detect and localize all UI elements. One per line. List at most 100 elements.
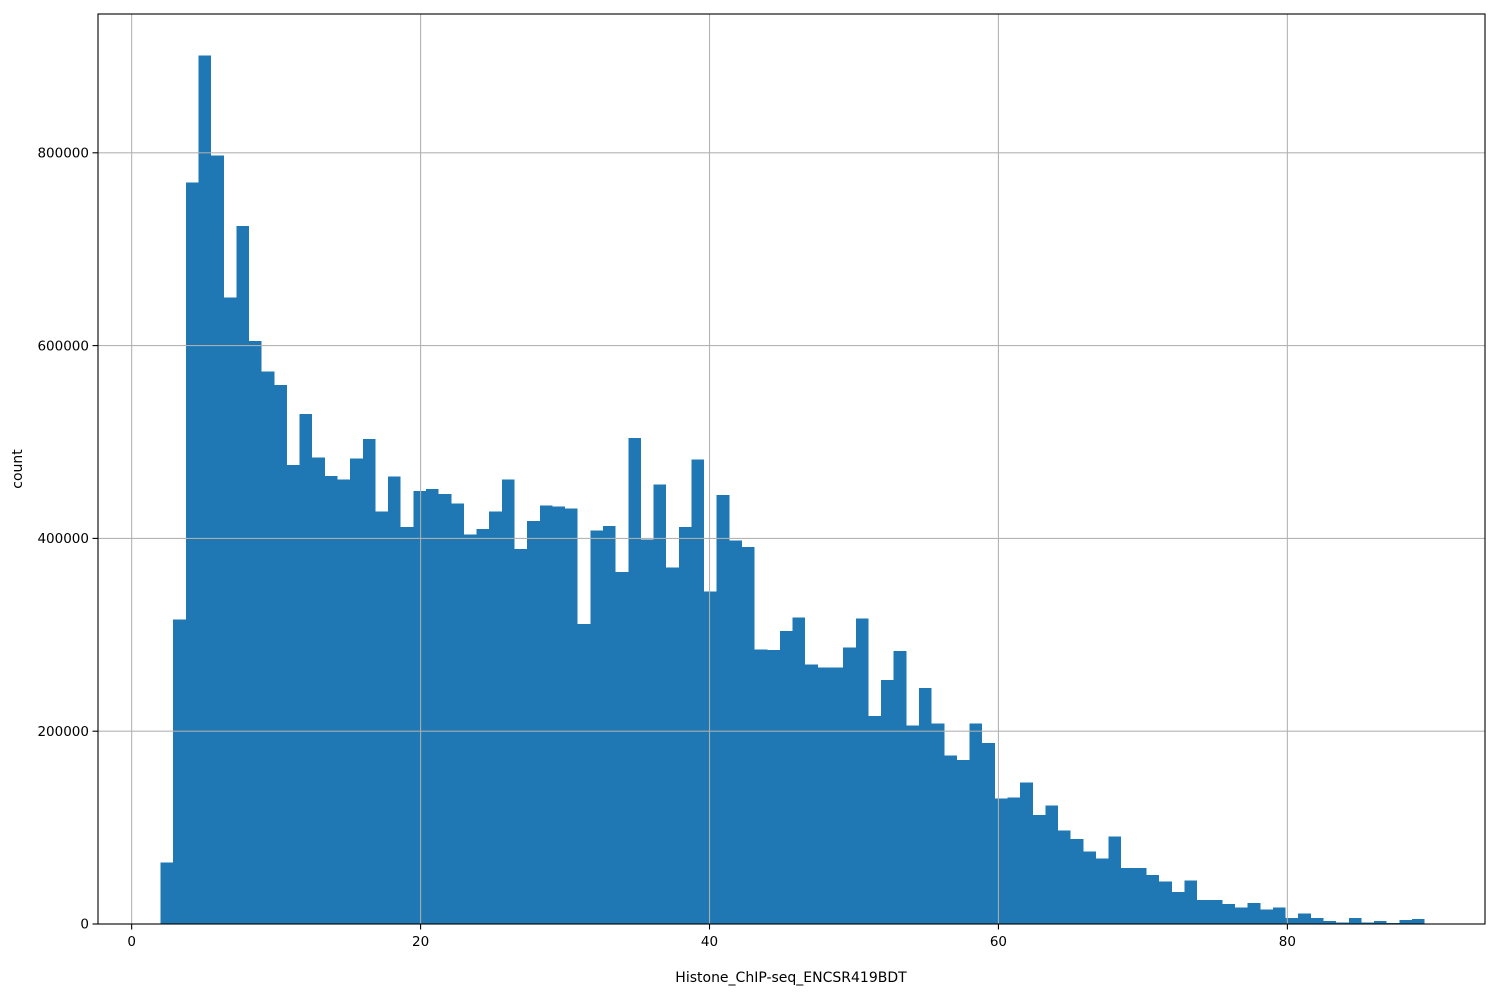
bar — [1095, 858, 1109, 924]
bar — [565, 508, 578, 924]
bar — [1285, 918, 1299, 924]
bar — [1272, 907, 1286, 924]
bar — [337, 479, 351, 924]
y-tick-label: 0 — [80, 917, 89, 933]
bar — [918, 687, 932, 924]
bar — [931, 723, 945, 924]
bar — [1348, 918, 1362, 924]
bar — [1045, 805, 1059, 924]
bar — [286, 465, 300, 924]
bar — [779, 630, 793, 924]
bar — [400, 526, 414, 924]
bar — [956, 760, 970, 924]
bar — [388, 476, 401, 924]
bar — [211, 155, 224, 924]
bar — [716, 495, 730, 924]
bar — [704, 591, 717, 924]
bar — [375, 511, 389, 924]
bar — [1361, 922, 1375, 924]
bar — [1146, 874, 1160, 924]
bar — [1298, 913, 1311, 924]
bar — [767, 650, 780, 924]
bar — [489, 511, 502, 924]
x-tick-label: 0 — [127, 934, 136, 950]
bar — [944, 755, 957, 924]
bar — [223, 297, 237, 924]
bar — [1070, 839, 1084, 924]
plot-border — [97, 13, 1486, 925]
bar — [362, 439, 376, 924]
bar — [982, 742, 995, 924]
bar — [817, 667, 831, 924]
bar — [261, 371, 275, 924]
bar — [514, 549, 528, 924]
bar — [173, 619, 186, 924]
bar — [1209, 899, 1223, 924]
bar — [1121, 868, 1134, 924]
bar — [426, 489, 439, 924]
bar — [1260, 909, 1273, 924]
bar — [881, 680, 894, 924]
bar — [1159, 881, 1172, 924]
bar — [830, 667, 844, 924]
x-tick-label: 60 — [990, 934, 1007, 950]
bar — [805, 664, 818, 924]
bar — [855, 618, 869, 924]
x-tick-label: 40 — [701, 934, 718, 950]
bar — [1032, 815, 1046, 924]
bar — [678, 526, 692, 924]
bar — [527, 521, 540, 924]
bar — [160, 862, 174, 924]
bar — [1007, 797, 1021, 924]
x-tick-label: 20 — [412, 934, 429, 950]
bar — [969, 723, 983, 924]
bar — [185, 182, 199, 924]
y-tick-label: 200000 — [37, 724, 89, 740]
y-axis-label: count — [10, 449, 26, 489]
bar — [274, 385, 287, 924]
bar — [577, 624, 591, 924]
x-axis-label: Histone_ChIP-seq_ENCSR419BDT — [675, 970, 907, 986]
x-tick-label: 80 — [1279, 934, 1296, 950]
bar — [602, 525, 616, 925]
bar — [742, 547, 755, 924]
bar — [1020, 782, 1033, 924]
bar — [1108, 836, 1122, 924]
bar — [1058, 830, 1071, 924]
y-tick-label: 600000 — [37, 338, 89, 354]
bar — [843, 647, 856, 924]
bar — [1197, 899, 1210, 924]
bar — [476, 528, 490, 924]
bar — [312, 457, 325, 924]
bar — [1336, 922, 1349, 924]
bar — [893, 651, 907, 924]
bar — [1399, 920, 1412, 924]
bar — [324, 475, 338, 924]
bar — [653, 484, 667, 924]
bar — [198, 55, 212, 924]
bar — [906, 725, 919, 924]
bar — [438, 494, 452, 924]
bar — [350, 458, 363, 924]
bar — [1222, 903, 1235, 924]
bar — [615, 572, 629, 924]
bar — [868, 715, 882, 924]
bar — [691, 459, 705, 924]
bar — [539, 505, 553, 924]
bar — [501, 479, 515, 924]
bar — [249, 340, 262, 924]
bar — [729, 540, 743, 924]
bar — [1411, 919, 1425, 924]
bar — [451, 503, 464, 924]
bar — [1310, 918, 1324, 924]
bar — [1323, 921, 1337, 924]
x-axis: 0 20 40 60 80 — [127, 924, 1296, 950]
bar — [1184, 880, 1198, 924]
bar — [1171, 892, 1185, 924]
bar — [299, 414, 313, 924]
bar — [628, 438, 641, 924]
bar — [1133, 868, 1147, 924]
bar — [1235, 907, 1248, 924]
y-tick-label: 400000 — [37, 531, 89, 547]
